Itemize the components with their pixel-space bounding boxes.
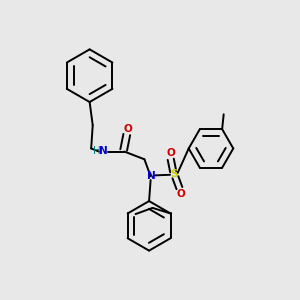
Text: S: S [171, 169, 178, 179]
Text: O: O [177, 189, 185, 199]
Text: H: H [93, 146, 100, 156]
Text: O: O [123, 124, 132, 134]
Text: N: N [147, 171, 156, 181]
Text: O: O [167, 148, 175, 158]
Text: N: N [99, 146, 108, 156]
